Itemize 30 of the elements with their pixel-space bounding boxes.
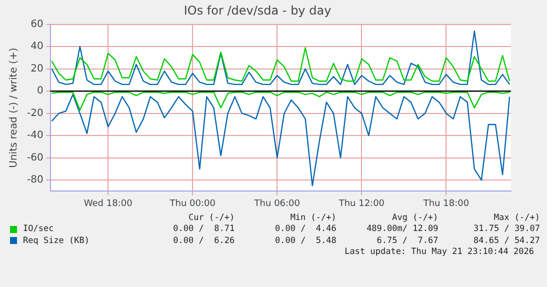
x-tick-label: Thu 06:00 — [253, 198, 300, 209]
y-tick-label: -40 — [26, 130, 44, 142]
text: 84.65 / 54.27 — [472, 236, 540, 246]
y-tick-label: -20 — [26, 108, 44, 119]
x-tick-label: Thu 00:00 — [168, 198, 216, 209]
text: 0.00 / 4.46 — [274, 224, 336, 234]
text: 6.75 / 7.67 — [376, 236, 438, 246]
text: 0.00 / 8.71 — [172, 224, 235, 234]
chart-title: IOs for /dev/sda - by day — [184, 3, 332, 18]
y-tick-label: 20 — [30, 63, 44, 74]
text: 31.75 / 39.07 — [472, 224, 540, 234]
x-tick-label: Wed 18:00 — [84, 198, 133, 209]
legend-label: Req Size (KB) — [22, 236, 91, 246]
y-tick-label: 40 — [30, 41, 44, 52]
text: 0.00 / 5.48 — [274, 236, 336, 246]
text: 489.00m/ 12.09 — [366, 224, 438, 234]
x-tick-label: Thu 12:00 — [338, 198, 385, 209]
text: Last update: Thu May 21 23:10:44 2026 — [344, 246, 535, 256]
text: 0.00 / 6.26 — [172, 236, 235, 246]
y-tick-label: 0 — [36, 86, 44, 97]
x-tick-label: Thu 18:00 — [422, 198, 470, 209]
legend-label: IO/sec — [22, 224, 55, 234]
y-tick-label: -60 — [26, 152, 44, 164]
text: Min (-/+) — [289, 212, 336, 223]
text: Avg (-/+) — [391, 212, 438, 223]
y-tick-label: 60 — [30, 18, 44, 30]
text: Cur (-/+) — [188, 212, 235, 223]
y-tick-label: -80 — [26, 174, 44, 186]
y-axis-title: Units read (-) / write (+) — [8, 48, 20, 168]
text: Max (-/+) — [492, 212, 540, 223]
